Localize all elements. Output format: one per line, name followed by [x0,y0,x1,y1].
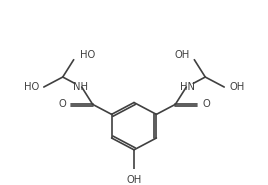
Text: HO: HO [80,50,95,60]
Text: OH: OH [229,82,244,92]
Text: HN: HN [180,82,195,92]
Text: OH: OH [174,50,189,60]
Text: O: O [58,99,66,109]
Text: HO: HO [24,82,39,92]
Text: NH: NH [73,82,88,92]
Text: OH: OH [126,175,142,185]
Text: O: O [202,99,210,109]
